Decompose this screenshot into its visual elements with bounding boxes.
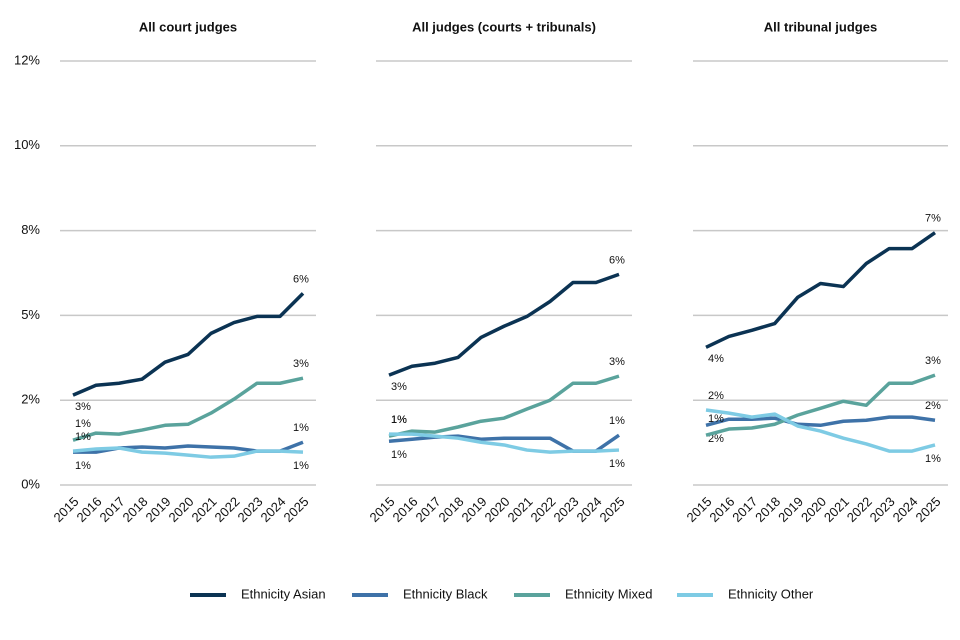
panel-title: All tribunal judges	[764, 19, 877, 34]
x-tick-label: 2016	[389, 494, 420, 525]
x-tick-label: 2022	[844, 494, 875, 525]
series-line	[388, 374, 620, 438]
y-tick-label: 0%	[21, 476, 40, 491]
y-tick-label: 10%	[14, 137, 40, 152]
value-label: 3%	[609, 356, 625, 368]
value-label: 1%	[391, 414, 407, 426]
x-tick-label: 2015	[683, 494, 714, 525]
x-tick-label: 2020	[481, 494, 512, 525]
series-line	[705, 231, 936, 349]
value-label: 1%	[609, 458, 625, 470]
x-tick-label: 2019	[458, 494, 489, 525]
value-label: 4%	[708, 353, 724, 365]
legend-label: Ethnicity Mixed	[565, 586, 652, 601]
series-line	[388, 433, 620, 453]
x-tick-label: 2024	[257, 494, 288, 525]
series-line	[388, 272, 620, 377]
x-tick-label: 2022	[527, 494, 558, 525]
series-line	[389, 432, 620, 454]
value-label: 3%	[293, 358, 309, 370]
x-tick-label: 2015	[366, 494, 397, 525]
x-tick-label: 2023	[234, 494, 265, 525]
x-tick-label: 2025	[596, 494, 627, 525]
series-line	[705, 373, 936, 437]
x-tick-label: 2016	[73, 494, 104, 525]
value-label: 1%	[75, 460, 91, 472]
value-label: 3%	[925, 355, 941, 367]
x-tick-label: 2021	[188, 494, 219, 525]
value-label: 6%	[293, 273, 309, 285]
value-label: 3%	[391, 381, 407, 393]
value-label: 1%	[75, 418, 91, 430]
x-tick-label: 2017	[729, 494, 760, 525]
series-line	[72, 292, 305, 397]
x-tick-label: 2023	[550, 494, 581, 525]
x-tick-label: 2019	[775, 494, 806, 525]
x-tick-label: 2017	[96, 494, 127, 525]
y-tick-label: 12%	[14, 52, 40, 67]
panel-title: All judges (courts + tribunals)	[412, 19, 596, 34]
x-tick-label: 2020	[165, 494, 196, 525]
x-tick-label: 2025	[280, 494, 311, 525]
x-tick-label: 2015	[50, 494, 81, 525]
series-line	[72, 446, 304, 459]
value-label: 7%	[925, 213, 941, 225]
value-label: 1%	[293, 422, 309, 434]
legend-label: Ethnicity Black	[403, 586, 488, 601]
x-tick-label: 2016	[706, 494, 737, 525]
value-label: 3%	[75, 401, 91, 413]
series-line	[705, 415, 936, 428]
value-label: 1%	[391, 414, 407, 426]
x-tick-label: 2018	[119, 494, 150, 525]
value-label: 2%	[708, 390, 724, 402]
x-tick-label: 2025	[912, 494, 943, 525]
value-label: 6%	[609, 254, 625, 266]
x-tick-label: 2018	[435, 494, 466, 525]
series-line	[705, 408, 936, 453]
value-label: 1%	[925, 453, 941, 465]
value-label: 1%	[708, 413, 724, 425]
x-tick-label: 2021	[821, 494, 852, 525]
x-tick-label: 2020	[798, 494, 829, 525]
panel-title: All court judges	[139, 19, 237, 34]
x-tick-label: 2017	[412, 494, 443, 525]
value-label: 1%	[75, 431, 91, 443]
value-label: 1%	[391, 449, 407, 461]
legend-label: Ethnicity Asian	[241, 586, 326, 601]
value-label: 2%	[925, 400, 941, 412]
y-tick-label: 8%	[21, 222, 40, 237]
y-tick-label: 5%	[21, 307, 40, 322]
y-tick-label: 2%	[21, 392, 40, 407]
x-tick-label: 2024	[573, 494, 604, 525]
series-line	[72, 376, 304, 442]
legend-label: Ethnicity Other	[728, 586, 814, 601]
x-tick-label: 2022	[211, 494, 242, 525]
x-tick-label: 2024	[890, 494, 921, 525]
x-tick-label: 2023	[867, 494, 898, 525]
value-label: 1%	[293, 460, 309, 472]
x-tick-label: 2019	[142, 494, 173, 525]
x-tick-label: 2018	[752, 494, 783, 525]
x-tick-label: 2021	[504, 494, 535, 525]
value-label: 1%	[609, 415, 625, 427]
value-label: 2%	[708, 433, 724, 445]
